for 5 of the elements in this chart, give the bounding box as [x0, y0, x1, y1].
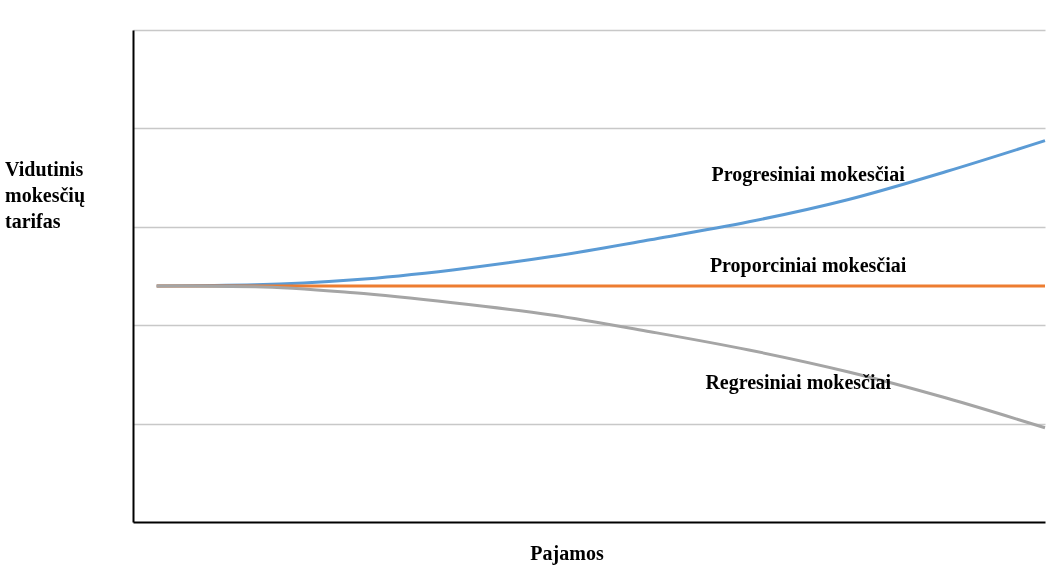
- y-axis-title: Vidutinis mokesčių tarifas: [5, 158, 85, 232]
- series-label: Proporciniai mokesčiai: [709, 253, 907, 277]
- series-label: Regresiniai mokesčiai: [705, 370, 892, 394]
- x-axis-title: Pajamos: [530, 542, 604, 565]
- series-label: Progresiniai mokesčiai: [711, 162, 906, 186]
